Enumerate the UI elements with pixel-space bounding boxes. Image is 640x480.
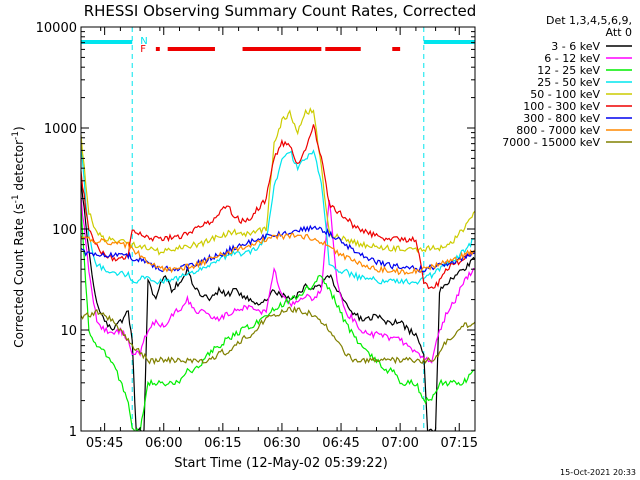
series-group [81,107,475,431]
series-line [81,195,475,364]
y-tick-label: 10000 [36,21,77,36]
x-tick-label: 06:15 [204,436,241,451]
x-tick-label: 07:15 [441,436,478,451]
y-axis-label-part: detector [12,140,26,195]
legend-label: 7000 - 15000 keV [502,136,600,149]
x-tick-label: 06:00 [145,436,182,451]
legend-label: 6 - 12 keV [544,52,600,65]
chart-title: RHESSI Observing Summary Count Rates, Co… [84,2,477,20]
series-line [81,305,475,366]
legend-label: 50 - 100 keV [530,88,600,101]
flare-flag-label: F [140,44,146,55]
night-flag-label: N [140,36,147,47]
y-axis-label-part: Corrected Count Rate (s [12,203,26,347]
x-tick-label: 05:45 [86,436,123,451]
series-line [81,107,475,256]
plot-area: NF 1 10 100 1000 10000 05:45 06:00 06:15 06:30 06:… [36,21,478,451]
x-tick-label: 06:45 [322,436,359,451]
legend-header: Det 1,3,4,5,6,9, [546,14,632,27]
legend-label: 300 - 800 keV [523,112,600,125]
legend-label: 3 - 6 keV [551,40,600,53]
y-tick-label: 1 [69,425,77,440]
y-axis-label-part: ) [12,126,26,131]
series-line [81,140,475,285]
y-tick-label: 10 [60,324,77,339]
y-tick-label: 100 [52,223,77,238]
legend-label: 800 - 7000 keV [516,124,600,137]
series-line [81,177,475,431]
y-axis-label-superscript: -1 [11,194,21,203]
legend-header: Att 0 [606,26,632,39]
y-axis-label-superscript: -1 [11,131,21,140]
timestamp: 15-Oct-2021 20:33 [560,468,636,477]
x-axis-label: Start Time (12-May-02 05:39:22) [174,456,388,471]
x-tick-label: 07:00 [381,436,418,451]
x-tick-label: 06:30 [263,436,300,451]
legend-label: 100 - 300 keV [523,100,600,113]
series-line [81,208,475,431]
series-line [81,232,475,276]
y-axis-label: Corrected Count Rate (s-1 detector-1) [11,126,26,347]
legend-label: 12 - 25 keV [537,64,600,77]
series-line [81,124,475,290]
y-tick-label: 1000 [44,122,77,137]
legend-label: 25 - 50 keV [537,76,600,89]
